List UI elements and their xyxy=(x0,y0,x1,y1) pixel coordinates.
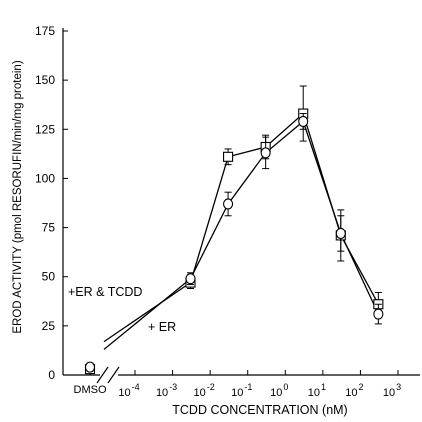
legend-er: + ER xyxy=(148,320,176,334)
y-tick-label: 125 xyxy=(35,122,55,136)
x-tick-label: 101 xyxy=(308,382,326,399)
y-tick-label: 75 xyxy=(42,221,56,235)
data-point-square xyxy=(223,151,234,162)
y-tick-label: 50 xyxy=(42,270,56,284)
y-axis-label: EROD ACTIVITY (pmol RESORUFIN/min/mg pro… xyxy=(12,60,24,333)
x-tick-label: 102 xyxy=(345,382,363,399)
data-point-circle xyxy=(373,308,384,320)
x-tick-label: 10-4 xyxy=(118,382,139,399)
series-line-er-tcdd xyxy=(103,112,379,343)
data-point-circle xyxy=(335,227,346,240)
x-tick-label: 103 xyxy=(383,382,401,399)
y-tick-label: 100 xyxy=(35,171,55,185)
y-tick-label: 150 xyxy=(35,73,55,87)
axis-break-mark xyxy=(96,366,109,384)
axis-break-mark xyxy=(107,366,120,384)
data-point-circle xyxy=(84,361,96,373)
dmso-tick-label: DMSO xyxy=(74,384,107,396)
x-axis-label: TCDD CONCENTRATION (nM) xyxy=(172,403,347,417)
x-tick-label: 10-2 xyxy=(194,382,215,399)
data-point-circle xyxy=(298,115,309,127)
y-tick-label: 175 xyxy=(35,24,55,38)
x-tick-label: 10-3 xyxy=(156,382,177,399)
plot-area: 0 25 50 75 100 125 150 175 10-4 10-3 10-2 10-1 100 10… xyxy=(35,24,420,399)
legend-er-tcdd: +ER & TCDD xyxy=(68,285,142,299)
y-tick-label: 0 xyxy=(48,368,55,382)
data-point-circle xyxy=(185,273,196,285)
x-tick-label: 100 xyxy=(270,382,288,399)
y-tick-label: 25 xyxy=(42,319,56,333)
x-tick-label: 10-1 xyxy=(231,382,252,399)
data-point-circle xyxy=(223,198,234,210)
data-point-circle xyxy=(260,147,271,159)
